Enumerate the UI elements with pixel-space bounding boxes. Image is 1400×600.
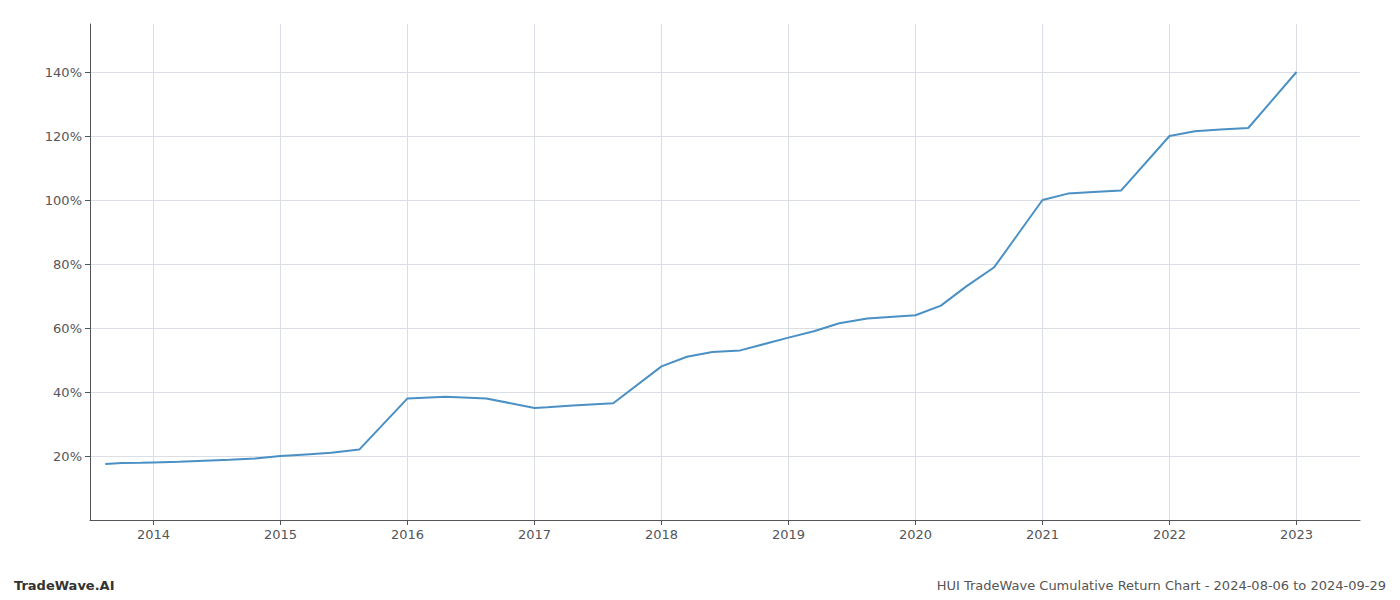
svg-text:80%: 80% [53,257,82,272]
svg-text:100%: 100% [45,193,82,208]
svg-text:HUI TradeWave Cumulative Retur: HUI TradeWave Cumulative Return Chart - … [937,578,1386,593]
svg-text:2014: 2014 [137,527,170,542]
svg-text:2017: 2017 [518,527,551,542]
svg-text:120%: 120% [45,129,82,144]
svg-text:60%: 60% [53,321,82,336]
svg-text:2018: 2018 [645,527,678,542]
svg-text:2020: 2020 [899,527,932,542]
svg-text:20%: 20% [53,449,82,464]
svg-text:2022: 2022 [1153,527,1186,542]
svg-text:2019: 2019 [772,527,805,542]
svg-text:2021: 2021 [1026,527,1059,542]
svg-text:2023: 2023 [1280,527,1313,542]
svg-text:2015: 2015 [264,527,297,542]
svg-text:40%: 40% [53,385,82,400]
svg-text:2016: 2016 [391,527,424,542]
svg-text:140%: 140% [45,65,82,80]
svg-text:TradeWave.AI: TradeWave.AI [14,578,115,593]
